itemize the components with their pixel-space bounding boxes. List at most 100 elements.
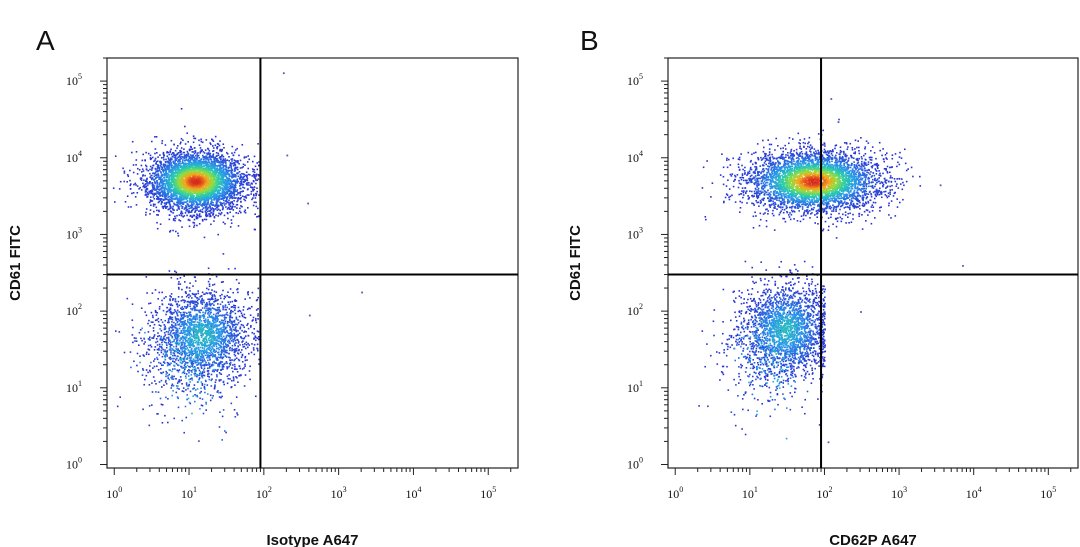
event-dot [159,198,161,200]
event-dot [253,176,256,179]
event-dot [156,184,158,186]
event-dot [232,209,235,211]
event-dot [209,214,212,217]
event-dot [195,203,198,206]
event-dot [158,306,161,308]
event-dot [167,192,170,194]
event-dot [157,174,160,177]
event-dot [234,344,236,347]
event-dot [200,174,203,177]
event-dot [234,348,237,351]
event-dot [153,360,155,362]
event-dot [170,311,173,314]
event-dot [247,184,249,186]
event-dot [235,318,238,320]
event-dot [169,159,172,161]
event-dot [257,308,259,310]
event-dot [147,322,149,325]
event-dot [168,153,171,156]
event-dot [181,226,183,228]
event-dot [170,139,173,142]
event-dot [151,169,153,171]
event-dot [169,304,172,306]
event-dot [177,406,180,409]
event-dot [168,201,171,204]
event-dot [180,153,183,155]
event-dot [178,154,181,157]
event-dot [142,408,144,411]
event-dot [209,298,211,301]
event-dot [176,369,178,372]
event-dot [156,348,159,351]
event-dot [206,292,209,295]
event-dot [190,203,193,206]
event-dot [234,176,237,178]
event-dot [252,347,255,349]
event-dot [171,200,173,202]
event-dot [244,356,246,359]
event-dot [187,192,190,195]
event-dot [245,195,247,198]
event-dot [207,199,210,201]
event-dot [191,151,194,153]
event-dot [253,155,256,158]
event-dot [222,199,225,202]
event-dot [180,169,183,171]
event-dot [194,205,196,208]
event-dot [170,193,173,195]
event-dot [220,180,222,183]
event-dot [184,281,186,283]
event-dot [215,206,218,209]
event-dot [250,182,253,185]
event-dot [205,155,207,157]
event-dot [192,151,195,153]
event-dot [214,166,216,169]
event-dot [227,180,229,182]
event-dot [187,153,190,155]
event-dot [185,373,188,375]
event-dot [243,210,246,213]
event-dot [241,329,243,332]
event-dot [153,194,155,196]
event-dot [177,170,179,172]
event-dot [158,183,160,186]
event-dot [165,370,167,373]
event-dot [160,180,162,182]
event-dot [157,156,159,158]
event-dot [131,192,133,195]
event-dot [179,356,182,359]
event-dot [152,196,155,198]
event-dot [151,292,154,294]
event-dot [225,351,227,354]
event-dot [203,198,205,201]
event-dot [244,355,247,358]
event-dot [157,176,159,178]
event-dot [241,183,243,186]
event-dot [149,371,152,373]
event-dot [183,208,186,210]
event-dot [162,337,165,340]
event-dot [230,219,233,221]
event-dot [221,364,224,366]
event-dot [162,182,164,184]
event-dot [181,194,183,197]
event-dot [226,159,229,161]
event-dot [230,191,232,193]
event-dot [251,305,253,308]
event-dot [188,210,190,212]
event-dot [209,171,212,174]
event-dot [168,308,171,311]
event-dot [242,306,245,308]
event-dot [167,181,170,184]
event-dot [172,198,175,200]
event-dot [188,161,191,163]
event-dot [163,155,165,157]
event-dot [154,203,156,206]
event-dot [170,161,172,164]
event-dot [177,286,180,289]
event-dot [170,178,172,181]
event-dot [185,208,187,210]
event-dot [175,391,178,394]
event-dot [160,329,163,332]
event-dot [210,175,213,177]
